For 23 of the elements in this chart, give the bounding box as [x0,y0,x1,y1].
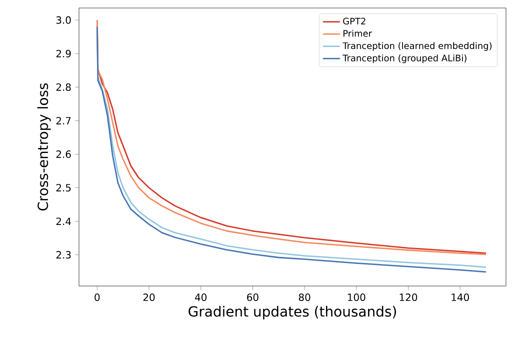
legend-label: Tranception (learned embedding) [342,42,492,51]
legend-label: Tranception (grouped ALiBi) [342,54,466,64]
y-tick-label: 2.5 [56,184,71,192]
y-tick-label: 2.8 [56,83,71,91]
y-tick-label: 2.6 [56,150,71,158]
x-tick-label: 40 [195,294,207,302]
x-tick-label: 120 [400,294,418,302]
x-tick-label: 60 [247,294,258,302]
y-tick-label: 2.9 [56,50,71,58]
y-tick-label: 2.3 [56,251,71,259]
legend-label: GPT2 [343,18,366,25]
line-series [97,76,487,268]
y-tick-label: 2.7 [56,116,71,124]
x-tick-label: 140 [452,294,469,302]
y-tick-label: 2.4 [56,218,71,225]
x-tick-label: 100 [348,294,366,302]
legend-label: Primer [343,30,372,37]
x-axis-title: Gradient updates (thousands) [188,306,396,320]
y-tick-label: 3.0 [56,16,71,24]
x-tick-label: 80 [298,294,310,302]
x-tick-label: 0 [94,294,100,302]
y-axis-title: Cross-entropy loss [37,83,51,211]
x-tick-label: 20 [143,294,155,302]
